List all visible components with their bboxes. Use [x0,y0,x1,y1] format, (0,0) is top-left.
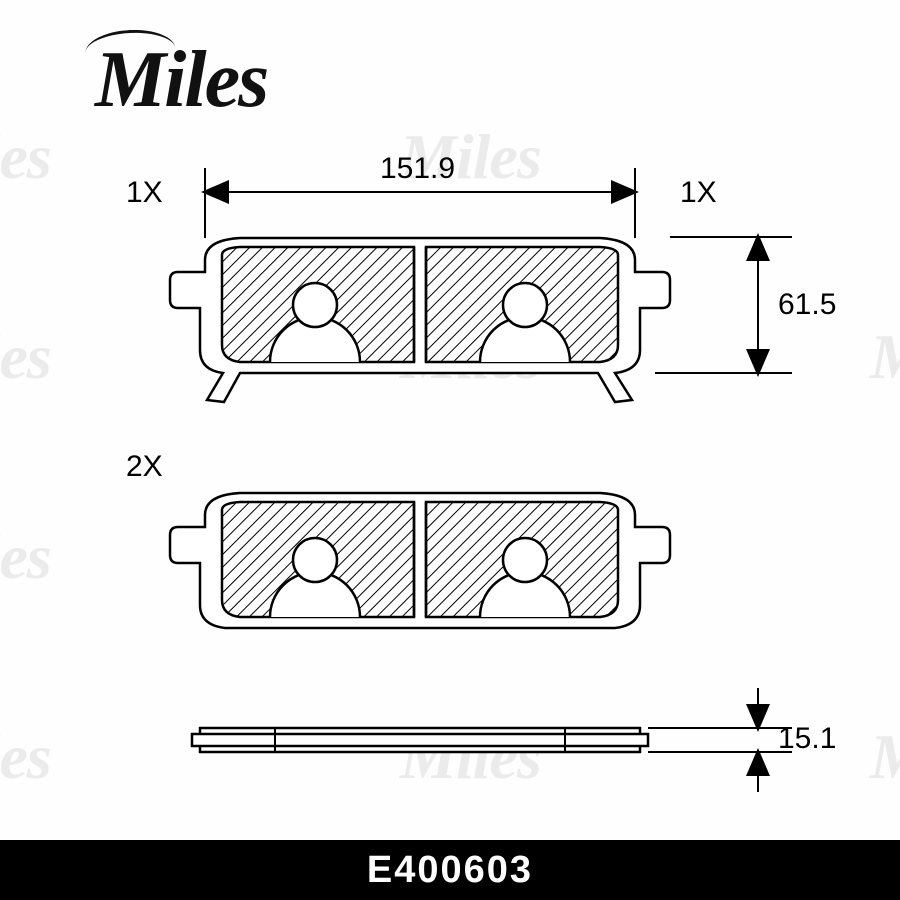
dim-thickness-value: 15.1 [778,722,836,756]
qty-middle-left: 2X [126,450,163,484]
dimension-height [655,237,792,373]
dim-height-value: 61.5 [778,288,836,322]
brake-pad-side-view [192,728,648,752]
dimension-thickness [648,688,792,792]
qty-top-right: 1X [680,176,717,210]
brake-pad-top [170,238,670,402]
part-number-bar: E400603 [0,840,900,900]
qty-top-left: 1X [126,176,163,210]
dim-width-value: 151.9 [380,152,455,186]
brake-pad-middle [170,493,670,628]
